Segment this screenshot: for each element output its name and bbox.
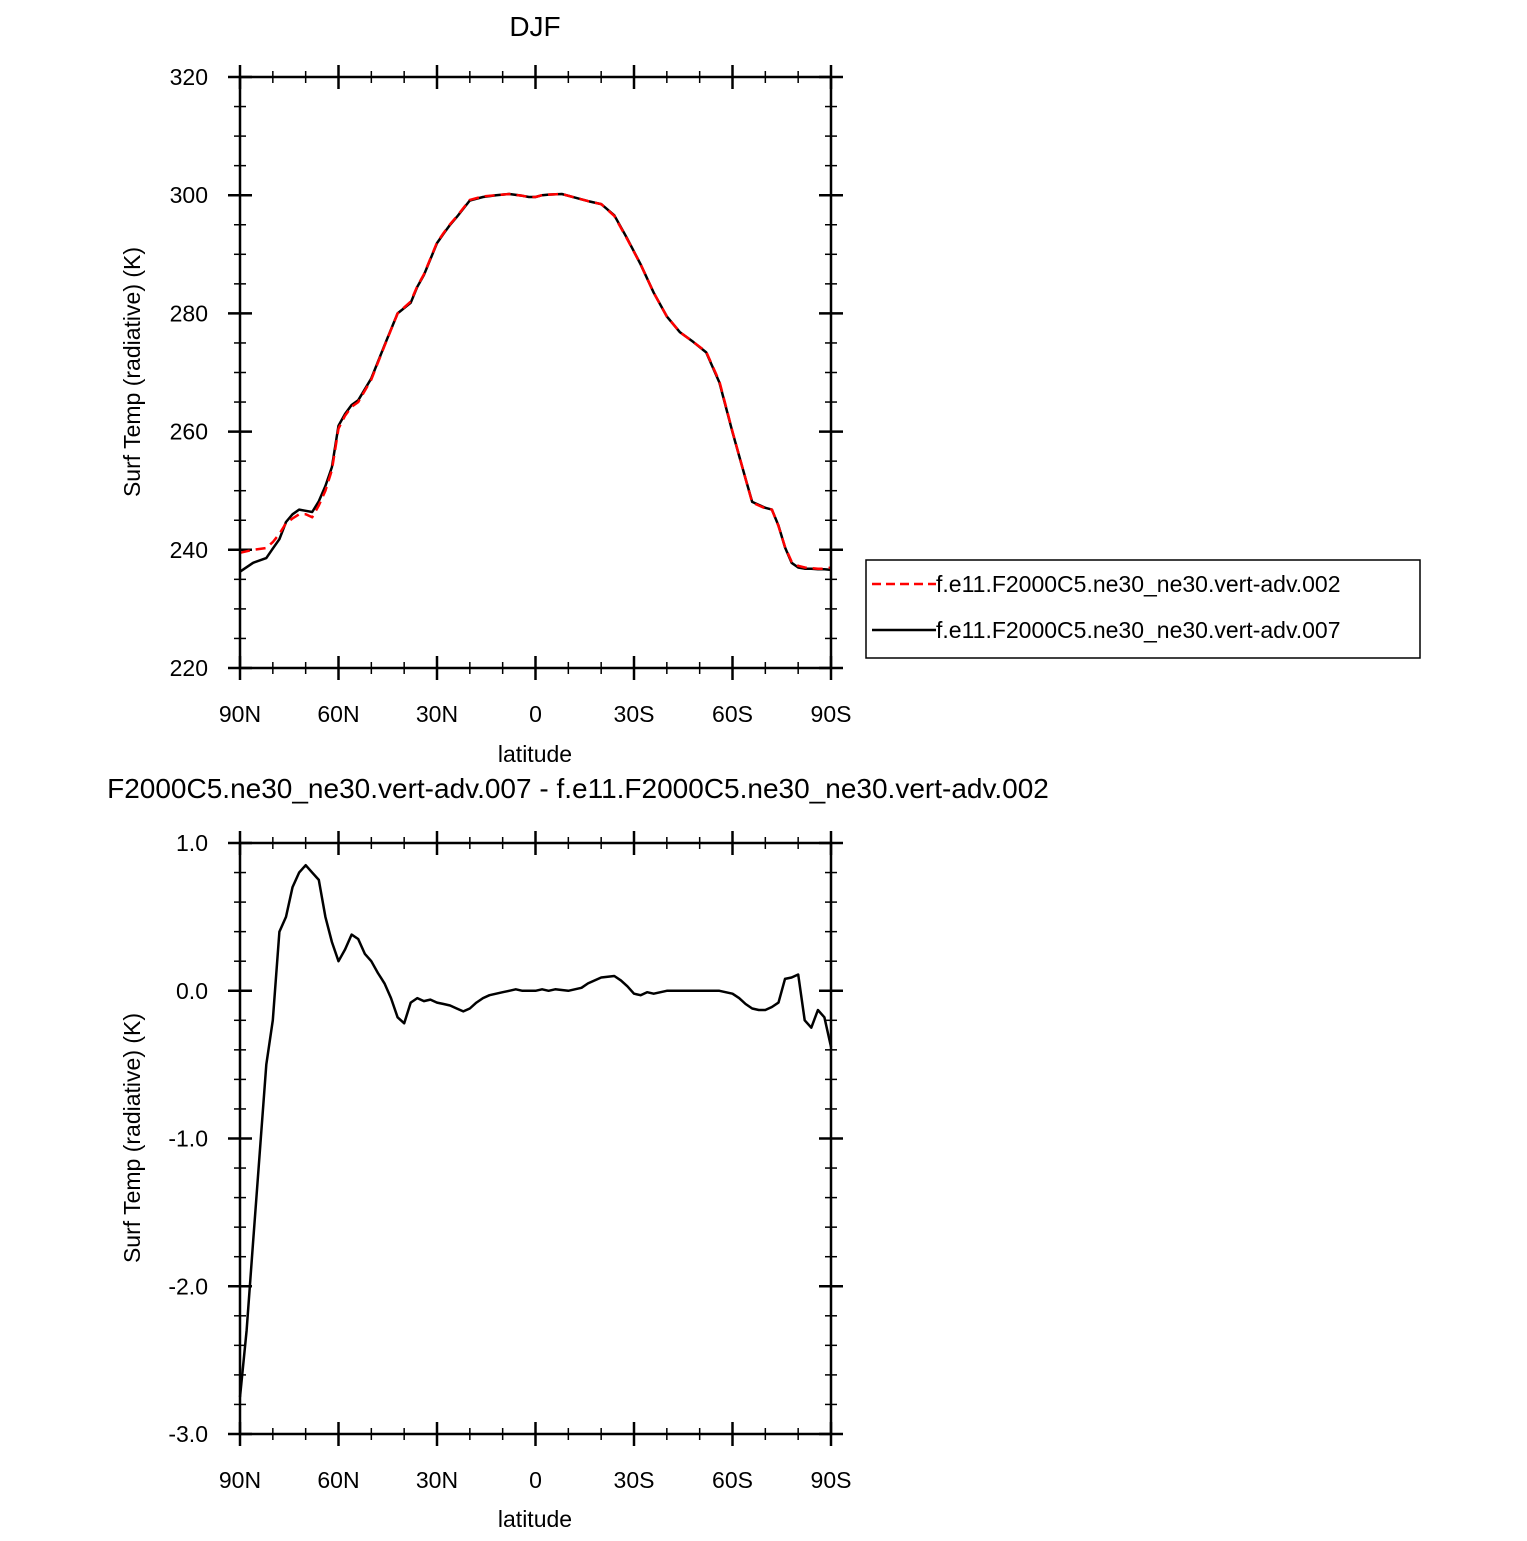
top-y-tick-label: 300: [170, 182, 208, 208]
bottom-plot-frame: [238, 841, 833, 1436]
bottom-x-tick-label: 60S: [712, 1467, 753, 1493]
top-panel: DJF 90N 60N 30N 0 30S 60S 90S 220 240 260 280 300 32…: [119, 11, 1421, 767]
top-series-line-002: [239, 192, 832, 570]
bottom-x-tick-label: 0: [529, 1467, 542, 1493]
bottom-tick-labels: 90N 60N 30N 0 30S 60S 90S 1.0 0.0 -1.0 -2.0 -3.0: [168, 830, 851, 1493]
top-x-tick-label: 60N: [317, 701, 359, 727]
bottom-plot-title: F2000C5.ne30_ne30.vert-adv.007 - f.e11.F…: [107, 773, 1049, 804]
top-y-tick-label: 220: [170, 655, 208, 681]
legend-label-007: f.e11.F2000C5.ne30_ne30.vert-adv.007: [936, 617, 1341, 643]
top-legend: f.e11.F2000C5.ne30_ne30.vert-adv.002 f.e…: [865, 559, 1421, 659]
top-y-tick-label: 240: [170, 537, 208, 563]
top-y-tick-label: 280: [170, 300, 208, 326]
bottom-x-tick-label: 90N: [219, 1467, 261, 1493]
top-plot-frame: [238, 75, 833, 670]
top-x-tick-label: 90N: [219, 701, 261, 727]
bottom-x-tick-label: 30S: [614, 1467, 655, 1493]
bottom-x-tick-label: 30N: [416, 1467, 458, 1493]
top-series-lines: [239, 192, 832, 573]
bottom-axis-ticks: [228, 831, 843, 1446]
bottom-panel: F2000C5.ne30_ne30.vert-adv.007 - f.e11.F…: [107, 773, 1049, 1532]
bottom-series-line-diff: [238, 863, 833, 1398]
top-axis-ticks: [228, 65, 843, 680]
top-x-axis-title: latitude: [498, 741, 572, 767]
bottom-series-lines: [238, 863, 833, 1398]
top-x-tick-label: 0: [529, 701, 542, 727]
bottom-y-tick-label: -2.0: [168, 1273, 208, 1299]
top-plot-title: DJF: [509, 11, 560, 42]
bottom-y-tick-label: 1.0: [176, 830, 208, 856]
top-y-axis-title: Surf Temp (radiative) (K): [119, 247, 145, 497]
top-y-tick-label: 320: [170, 64, 208, 90]
top-tick-labels: 90N 60N 30N 0 30S 60S 90S 220 240 260 280 300 320: [170, 64, 852, 727]
bottom-x-tick-label: 60N: [317, 1467, 359, 1493]
top-x-tick-label: 60S: [712, 701, 753, 727]
bottom-y-tick-label: -1.0: [168, 1126, 208, 1152]
top-x-tick-label: 90S: [811, 701, 852, 727]
top-x-tick-label: 30S: [614, 701, 655, 727]
bottom-y-tick-label: -3.0: [168, 1421, 208, 1447]
legend-label-002: f.e11.F2000C5.ne30_ne30.vert-adv.002: [936, 571, 1341, 597]
bottom-y-tick-label: 0.0: [176, 978, 208, 1004]
top-y-tick-label: 260: [170, 419, 208, 445]
bottom-x-tick-label: 90S: [811, 1467, 852, 1493]
top-series-line-007: [239, 192, 832, 573]
bottom-y-axis-title: Surf Temp (radiative) (K): [119, 1013, 145, 1263]
legend-box: [865, 559, 1421, 659]
top-x-tick-label: 30N: [416, 701, 458, 727]
bottom-x-axis-title: latitude: [498, 1506, 572, 1532]
